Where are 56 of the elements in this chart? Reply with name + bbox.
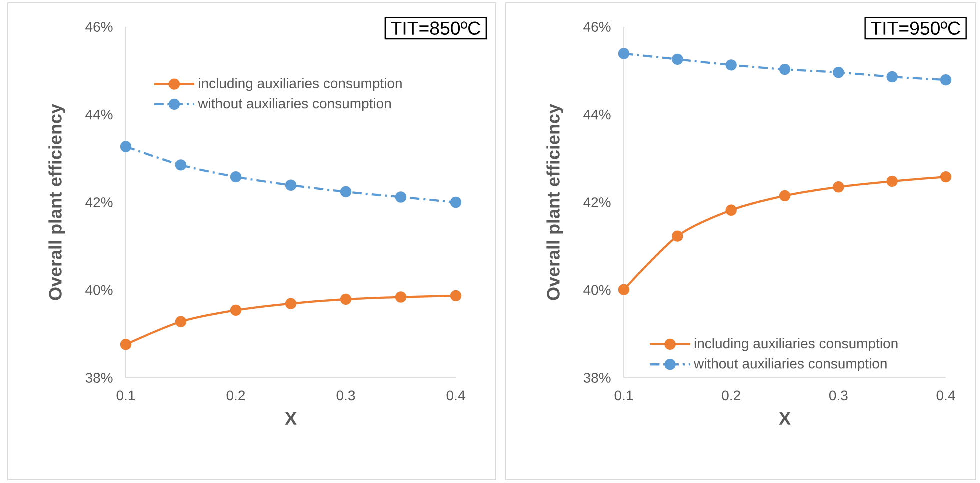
point xyxy=(726,60,737,71)
point xyxy=(120,141,132,152)
y-tick-label: 38% xyxy=(86,373,113,383)
point xyxy=(779,190,791,202)
point xyxy=(672,230,684,242)
point xyxy=(672,54,684,66)
legend-label: without auxiliaries consumption xyxy=(198,98,391,112)
point xyxy=(833,182,844,193)
legend-label: including auxiliaries consumption xyxy=(199,78,402,92)
point xyxy=(175,160,187,171)
chart-title: TIT=950ºC xyxy=(871,22,960,36)
y-tick-label: 46% xyxy=(584,22,611,32)
point xyxy=(618,284,630,296)
x-tick-label: 0.3 xyxy=(336,390,356,401)
point xyxy=(230,304,242,316)
point xyxy=(450,196,462,208)
point xyxy=(726,204,737,216)
point xyxy=(940,171,952,183)
point xyxy=(886,176,898,188)
y-axis-title: Overall plant efficiency xyxy=(48,104,66,300)
x-tick-label: 0.4 xyxy=(446,390,466,401)
y-tick-label: 38% xyxy=(584,373,611,383)
point xyxy=(779,64,791,76)
y-tick-label: 40% xyxy=(584,285,611,296)
x-tick-label: 0.2 xyxy=(722,390,740,401)
x-tick-label: 0.4 xyxy=(936,390,956,401)
point xyxy=(886,71,898,83)
point xyxy=(120,339,132,350)
x-tick-label: 0.2 xyxy=(226,390,246,401)
y-tick-label: 44% xyxy=(86,110,113,120)
y-tick-label: 42% xyxy=(584,198,611,208)
x-tick-label: 0.1 xyxy=(116,390,136,401)
point xyxy=(833,67,844,78)
point xyxy=(175,316,187,328)
point xyxy=(395,292,407,303)
y-tick-label: 46% xyxy=(86,22,113,32)
y-tick-label: 44% xyxy=(584,110,611,120)
legend-label: without auxiliaries consumption xyxy=(694,358,887,372)
point xyxy=(395,192,407,203)
chart-title: TIT=850ºC xyxy=(391,22,480,36)
point xyxy=(340,186,352,198)
legend-label: including auxiliaries consumption xyxy=(694,338,898,352)
point xyxy=(940,74,952,86)
point xyxy=(618,48,630,60)
point xyxy=(285,298,297,310)
point xyxy=(450,290,462,302)
x-axis-title: X xyxy=(285,412,297,425)
x-axis-title: X xyxy=(779,412,791,425)
x-tick-label: 0.3 xyxy=(829,390,848,401)
y-tick-label: 42% xyxy=(86,198,113,208)
y-axis-title: Overall plant efficiency xyxy=(546,104,564,300)
x-tick-label: 0.1 xyxy=(614,390,634,401)
y-tick-label: 40% xyxy=(86,285,113,296)
point xyxy=(285,180,297,191)
point xyxy=(230,171,242,183)
point xyxy=(340,294,352,306)
